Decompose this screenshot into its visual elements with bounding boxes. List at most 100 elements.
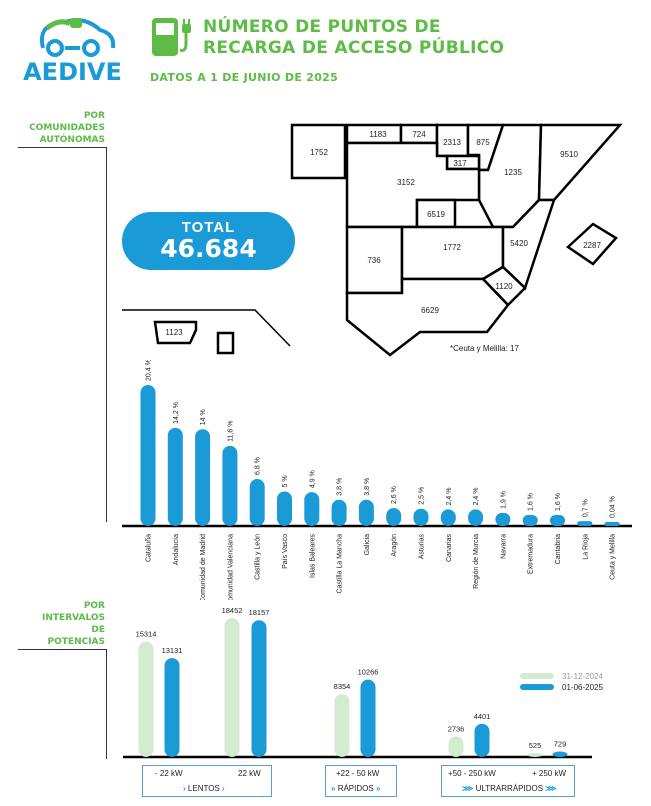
- bar: [249, 479, 265, 526]
- bar-value-label: 2,4 %: [446, 488, 453, 506]
- category-label: - 22 kW: [155, 769, 183, 778]
- map-value: 1752: [310, 148, 328, 157]
- label-line: INTERVALOS: [42, 613, 105, 623]
- category-label: Castilla y León: [255, 534, 262, 580]
- bar: [164, 658, 180, 757]
- legend-label: 31-12-2024: [562, 672, 603, 681]
- category-label: Galicia: [364, 534, 371, 556]
- map-value: 875: [476, 138, 490, 147]
- bar-value-label: 1,6 %: [555, 493, 562, 511]
- bar-value-label: 18452: [222, 606, 243, 615]
- bar-value-label: 6,8 %: [255, 457, 262, 475]
- category-label: Asturias: [419, 534, 426, 560]
- label-line: POTENCIAS: [47, 637, 105, 647]
- bar: [386, 508, 402, 526]
- total-badge: TOTAL 46.684: [122, 212, 295, 270]
- bar-value-label: 1,9 %: [500, 491, 507, 509]
- total-label: TOTAL: [181, 219, 236, 236]
- chevron-icon: ›: [222, 784, 225, 793]
- label-line: DE: [91, 625, 105, 635]
- bar-value-label: 2,4 %: [473, 488, 480, 506]
- bar: [222, 445, 238, 526]
- bar-value-label: 0,7 %: [582, 499, 589, 517]
- divider: [18, 649, 107, 650]
- category-label: País Vasco: [282, 534, 289, 569]
- bar: [331, 499, 347, 526]
- bar: [468, 509, 484, 526]
- power-bar-chart: 31-12-2024 01-06-2025 15314 18452 8354 2736…: [123, 606, 603, 759]
- region-castilla-la-mancha: [400, 225, 505, 281]
- bar-value-label: 14 %: [200, 409, 207, 425]
- divider: [18, 147, 107, 148]
- category-label: +50 - 250 kW: [448, 769, 496, 778]
- bar-value-label: 15314: [136, 630, 157, 639]
- title-line-1: NÚMERO DE PUNTOS DE: [203, 17, 441, 37]
- category-label: Cantabria: [555, 534, 562, 564]
- divider: [106, 147, 107, 522]
- double-chevron-icon: »: [331, 784, 336, 793]
- category-label: + 250 kW: [532, 769, 567, 778]
- bar-value-label: 10266: [358, 668, 379, 677]
- bar: [577, 521, 593, 526]
- bar-value-label: 18157: [249, 608, 270, 617]
- bar: [195, 429, 211, 526]
- bar: [360, 679, 376, 757]
- triple-chevron-icon: ⋙: [462, 784, 474, 793]
- bar-value-label: 5 %: [282, 475, 289, 487]
- divider: [106, 649, 107, 759]
- region-cataluna: [537, 123, 623, 202]
- bar-value-label: 20,4 %: [146, 360, 153, 381]
- category-label: Islas Baleares: [309, 534, 316, 578]
- group-label: RÁPIDOS: [337, 784, 374, 793]
- bar-value-label: 11,6 %: [227, 421, 234, 442]
- category-label: Cataluña: [146, 534, 153, 562]
- bar: [474, 723, 490, 757]
- bar: [138, 641, 154, 757]
- charging-station-icon: [152, 18, 191, 56]
- region-canarias-island: [216, 331, 235, 355]
- group-ultrarrapidos: +50 - 250 kW + 250 kW ⋙ ULTRARRÁPIDOS ⋙: [441, 765, 575, 797]
- region-canarias: [153, 320, 198, 345]
- bar: [550, 514, 565, 526]
- bar-value-label: 2736: [448, 724, 465, 733]
- bar-value-label: 1,6 %: [528, 493, 535, 511]
- map-value: 3152: [397, 178, 415, 187]
- category-label: Región de Murcia: [473, 534, 480, 589]
- bar-value-label: 4,9 %: [309, 470, 316, 488]
- category-label: +22 - 50 kW: [336, 769, 380, 778]
- bar-value-label: 2,6 %: [391, 486, 398, 504]
- category-label: Navarra: [500, 534, 507, 559]
- bar-value-label: 0,04 %: [610, 496, 617, 518]
- map-value: 724: [412, 130, 426, 139]
- map-value: 317: [453, 159, 467, 168]
- map-value: 1120: [495, 282, 513, 291]
- bar-value-label: 14,2 %: [173, 402, 180, 424]
- label-line: COMUNIDADES: [29, 123, 105, 133]
- category-label: Aragón: [391, 534, 398, 557]
- section-label-power: POR INTERVALOS DE POTENCIAS: [10, 600, 105, 648]
- group-label: LENTOS: [187, 784, 220, 793]
- map-value: 736: [367, 256, 381, 265]
- map-value: 2313: [443, 138, 461, 147]
- category-label: Comunidad de Madrid: [200, 534, 207, 600]
- bar: [522, 514, 538, 526]
- bar: [413, 508, 429, 526]
- bar: [604, 522, 620, 526]
- triple-chevron-icon: ⋙: [545, 784, 557, 793]
- regions-bar-chart: 20,4 % Cataluña 14,2 % Andalucía 14 % Comunid…: [122, 360, 632, 600]
- map-value: 1772: [443, 243, 461, 252]
- title-line-2: RECARGA DE ACCESO PÚBLICO: [203, 38, 505, 58]
- section-label-regions: POR COMUNIDADES AUTÓNOMAS: [10, 110, 105, 146]
- bar: [167, 427, 183, 526]
- map-value: 1123: [165, 328, 183, 337]
- category-label: Comunidad Valenciana: [227, 534, 234, 600]
- bar: [552, 751, 568, 757]
- label-line: POR: [83, 111, 105, 121]
- bar-value-label: 4401: [474, 712, 491, 721]
- region-baleares: [565, 222, 618, 266]
- spain-map: 1752 1183 724 2313 875 317 1235 9510 315…: [122, 123, 623, 357]
- chevron-icon: ›: [183, 784, 186, 793]
- bar: [527, 753, 543, 757]
- map-note: *Ceuta y Melilla: 17: [450, 344, 519, 353]
